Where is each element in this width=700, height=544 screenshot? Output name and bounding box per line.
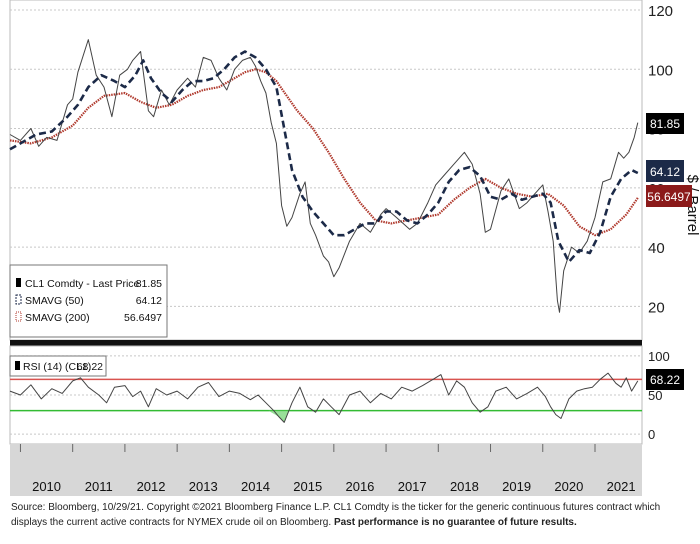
price-series-group xyxy=(9,39,639,313)
price-tick-label: 100 xyxy=(648,62,673,79)
rsi-tick-label: 0 xyxy=(648,427,655,442)
x-tick-label: 2014 xyxy=(241,479,270,494)
x-tick-label: 2010 xyxy=(32,479,61,494)
price-tick-label: 40 xyxy=(648,240,665,257)
sma50-line xyxy=(9,50,639,264)
x-axis-band xyxy=(10,444,642,496)
price-legend: CL1 Comdty - Last Price 81.85 SMAVG (50)… xyxy=(9,264,168,338)
rsi-series-group xyxy=(9,372,639,423)
rsi-legend-label: RSI (14) (CL1) xyxy=(23,361,91,373)
rsi-axis-ticks: 0 50 100 xyxy=(648,349,670,442)
rsi-grid xyxy=(10,355,642,435)
rsi-legend-value: 68.22 xyxy=(77,361,103,373)
legend-price-value: 81.85 xyxy=(136,278,162,290)
sma50-tag: 64.12 xyxy=(650,165,680,179)
source-text: Source: Bloomberg, 10/29/21. Copyright ©… xyxy=(11,502,661,528)
last-value-tags: 81.85 64.12 56.6497 xyxy=(646,113,692,207)
x-tick-label: 2019 xyxy=(502,479,531,494)
rsi-tick-label: 50 xyxy=(648,388,662,403)
legend-price-label: CL1 Comdty - Last Price xyxy=(25,278,140,290)
legend-sma200-swatch xyxy=(15,311,22,322)
rsi-line xyxy=(9,372,639,423)
x-tick-label: 2011 xyxy=(85,479,113,494)
x-tick-label: 2012 xyxy=(137,479,166,494)
x-tick-label: 2018 xyxy=(450,479,479,494)
legend-sma50-label: SMAVG (50) xyxy=(25,295,84,307)
sma50-tag-box xyxy=(646,160,684,182)
rsi-tick-label: 100 xyxy=(648,349,670,364)
rsi-legend-box xyxy=(9,355,107,377)
price-legend-box xyxy=(9,264,168,338)
source-note: Source: Bloomberg, 10/29/21. Copyright ©… xyxy=(11,500,696,530)
price-axis-ticks: 20406080100120 xyxy=(648,3,673,316)
x-tick-label: 2017 xyxy=(398,479,427,494)
last-price-tag: 81.85 xyxy=(650,117,680,131)
x-tick-label: 2020 xyxy=(554,479,583,494)
x-axis-ticks: 2010 2011 2012 2013 2014 2015 2016 2017 2018 2019… xyxy=(19,444,636,494)
x-tick-label: 2013 xyxy=(189,479,218,494)
x-tick-label: 2021 xyxy=(607,479,636,494)
last-price-tag-box xyxy=(646,113,684,134)
panel-divider xyxy=(10,340,642,346)
x-tick-label: 2016 xyxy=(345,479,374,494)
legend-price-swatch xyxy=(16,278,21,287)
rsi-last-tag: 68.22 xyxy=(650,373,680,387)
price-tick-label: 20 xyxy=(648,299,665,316)
rsi-legend-swatch xyxy=(15,361,20,370)
legend-sma200-value: 56.6497 xyxy=(124,312,162,324)
legend-sma200-label: SMAVG (200) xyxy=(25,312,90,324)
sma200-tag-box xyxy=(646,185,692,207)
x-tick-label: 2015 xyxy=(293,479,322,494)
sma200-tag: 56.6497 xyxy=(647,190,691,204)
disclaimer-text: Past performance is no guarantee of futu… xyxy=(333,517,577,528)
last-price-line xyxy=(9,39,639,313)
rsi-last-tag-box xyxy=(646,369,684,390)
legend-sma50-value: 64.12 xyxy=(136,295,162,307)
legend-sma50-swatch xyxy=(15,294,22,305)
price-tick-label: 120 xyxy=(648,3,673,20)
